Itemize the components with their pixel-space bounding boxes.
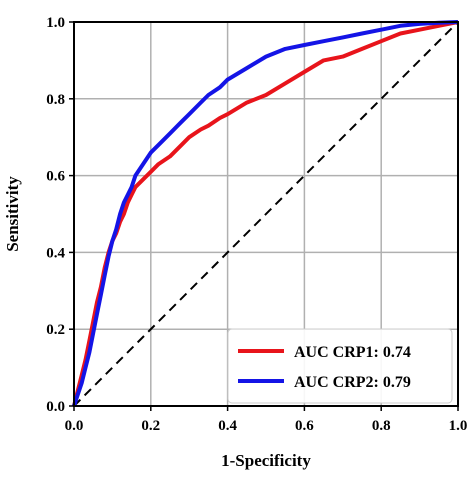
x-tick-label: 1.0 [449,418,468,434]
x-axis-label: 1-Specificity [221,451,311,470]
x-tick-label: 0.0 [65,418,84,434]
y-axis-label: Sensitivity [3,176,22,252]
x-tick-label: 0.4 [218,418,237,434]
y-tick-label: 0.6 [46,169,65,185]
y-tick-label: 1.0 [46,15,65,31]
y-tick-label: 0.8 [46,92,65,108]
legend-box [227,328,453,404]
x-tick-label: 0.2 [141,418,160,434]
y-tick-label: 0.0 [46,399,65,415]
legend: AUC CRP1: 0.74 AUC CRP2: 0.79 [227,328,453,404]
legend-label-2: AUC CRP2: 0.79 [294,374,411,391]
legend-label-1: AUC CRP1: 0.74 [294,344,411,361]
x-tick-label: 0.8 [372,418,391,434]
series-line-crp2 [72,20,459,407]
y-tick-label: 0.4 [46,245,65,261]
chance-diagonal-line [73,21,459,407]
series-line-crp1 [72,20,459,407]
y-tick-label: 0.2 [46,322,65,338]
x-tick-label: 0.6 [295,418,314,434]
tick-labels: 0.0 0.2 0.4 0.6 0.8 1.0 0.0 0.2 0.4 0.6 0.8 1.0 [46,15,467,434]
plot-frame [73,21,459,407]
series-lines [72,20,459,407]
